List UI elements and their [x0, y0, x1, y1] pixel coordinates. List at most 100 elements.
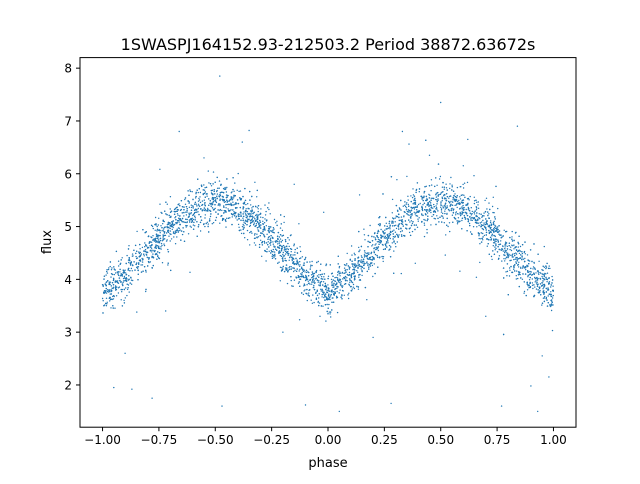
data-point — [433, 217, 435, 220]
data-point — [410, 214, 412, 216]
data-point — [445, 187, 448, 189]
data-point — [537, 289, 539, 291]
data-point — [125, 280, 128, 282]
data-point — [302, 276, 304, 278]
data-point — [246, 215, 249, 217]
data-point — [138, 263, 140, 265]
data-point — [365, 255, 367, 257]
data-point — [320, 263, 322, 265]
data-point — [423, 192, 425, 194]
data-point — [185, 226, 187, 228]
data-point — [209, 183, 212, 185]
data-point — [549, 305, 551, 307]
data-point — [208, 204, 210, 206]
data-point — [238, 226, 240, 228]
data-point — [326, 296, 328, 299]
data-point — [181, 217, 184, 220]
data-point — [389, 256, 392, 258]
data-point — [517, 250, 519, 253]
data-point — [424, 209, 426, 211]
data-point — [402, 225, 404, 227]
data-point — [371, 245, 373, 247]
data-point — [177, 231, 179, 233]
data-point — [462, 199, 465, 201]
data-point — [214, 200, 216, 202]
data-point — [102, 300, 104, 302]
data-point — [193, 221, 195, 224]
data-point — [261, 255, 263, 257]
data-point — [167, 248, 169, 251]
data-point — [145, 290, 147, 293]
data-point — [490, 231, 492, 234]
data-point — [159, 203, 161, 205]
data-point — [488, 253, 490, 255]
data-point — [467, 219, 470, 221]
data-point — [464, 218, 467, 220]
data-point — [257, 210, 259, 213]
data-point — [287, 271, 289, 273]
data-point — [313, 284, 315, 287]
data-point — [244, 187, 246, 190]
data-point — [199, 205, 201, 208]
data-point — [288, 245, 290, 248]
data-point — [304, 258, 307, 260]
data-point — [386, 239, 389, 241]
data-point — [451, 204, 454, 206]
data-point — [428, 200, 431, 203]
data-point — [390, 176, 393, 178]
data-point — [103, 292, 106, 294]
data-point — [167, 264, 169, 266]
data-point — [526, 282, 528, 284]
data-point — [368, 268, 370, 270]
data-point — [380, 234, 382, 237]
x-tick-label: 0.00 — [315, 433, 342, 447]
data-point — [459, 203, 461, 205]
data-point — [316, 294, 319, 297]
x-tick-label: −0.50 — [197, 433, 234, 447]
data-point — [120, 273, 122, 275]
data-point — [190, 213, 192, 215]
data-point — [138, 252, 141, 255]
data-point — [546, 305, 549, 307]
data-point — [493, 242, 496, 244]
data-point — [226, 186, 228, 189]
data-point — [509, 248, 511, 251]
data-point — [283, 221, 285, 224]
data-point — [552, 294, 554, 297]
data-point — [353, 272, 355, 274]
data-point — [103, 278, 105, 280]
data-point — [151, 256, 153, 259]
data-point — [300, 273, 302, 275]
data-point — [155, 244, 157, 246]
data-point — [499, 234, 501, 236]
data-point — [373, 247, 375, 250]
data-point — [358, 230, 360, 233]
data-point — [109, 265, 111, 268]
data-point — [244, 199, 247, 202]
data-point — [458, 199, 460, 202]
data-point — [540, 285, 543, 287]
data-point — [463, 209, 465, 211]
data-point — [251, 217, 254, 219]
data-point — [473, 202, 476, 205]
data-point — [358, 276, 360, 278]
data-point — [498, 255, 501, 257]
data-point — [240, 213, 242, 215]
data-point — [482, 228, 485, 231]
data-point — [399, 231, 402, 233]
data-point — [528, 279, 531, 281]
data-point — [120, 288, 122, 291]
data-point — [110, 269, 113, 271]
data-point — [171, 228, 173, 231]
data-point — [120, 299, 122, 301]
data-point — [378, 217, 380, 219]
data-point — [123, 272, 126, 274]
data-point — [222, 187, 225, 190]
data-point — [112, 298, 115, 300]
data-point — [117, 273, 119, 275]
data-point — [460, 201, 463, 203]
data-point — [289, 256, 291, 259]
data-point — [236, 207, 238, 209]
data-point — [471, 210, 473, 213]
data-point — [545, 265, 547, 267]
